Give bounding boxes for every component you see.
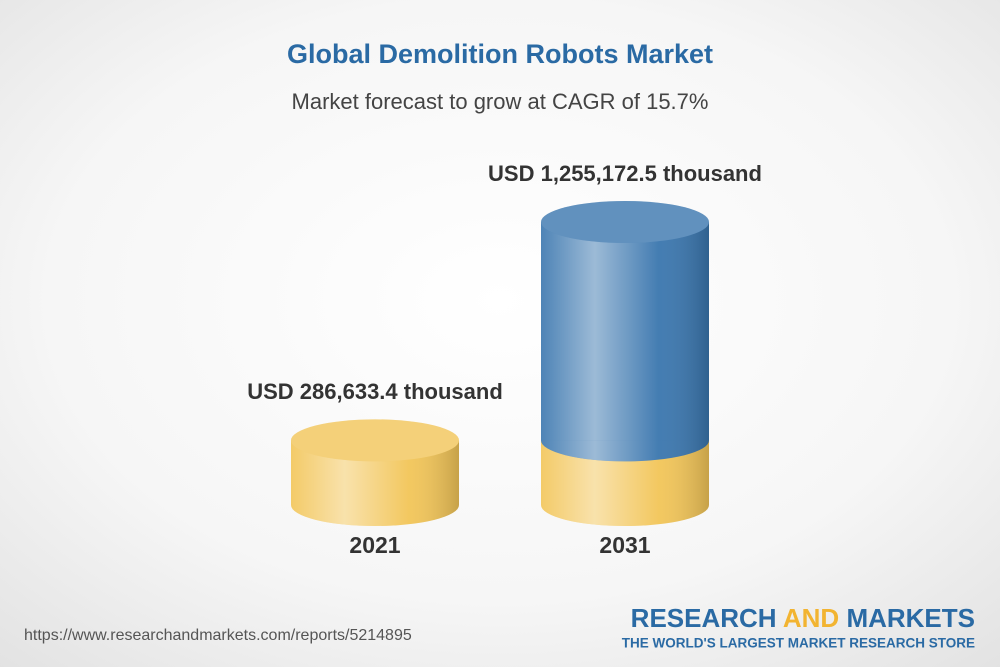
value-label: USD 286,633.4 thousand (247, 379, 503, 404)
category-label: 2031 (599, 532, 650, 558)
source-url[interactable]: https://www.researchandmarkets.com/repor… (24, 627, 412, 644)
brand-word: MARKETS (846, 603, 975, 633)
brand-tagline: THE WORLD'S LARGEST MARKET RESEARCH STOR… (622, 636, 975, 651)
chart-title: Global Demolition Robots Market (287, 39, 713, 69)
segment-top (291, 419, 459, 462)
brand: RESEARCH AND MARKETS (631, 603, 975, 633)
cylinder-segment (541, 201, 709, 462)
segment-top-highlight (541, 201, 709, 243)
brand-word: RESEARCH (631, 603, 777, 633)
cylinder-segment (291, 419, 459, 526)
segment-body-shade (541, 222, 709, 441)
segment-top-highlight (291, 419, 459, 462)
brand-word: AND (783, 603, 839, 633)
chart-subtitle: Market forecast to grow at CAGR of 15.7% (292, 89, 709, 114)
segment-top (541, 201, 709, 243)
category-label: 2021 (349, 532, 400, 558)
value-label: USD 1,255,172.5 thousand (488, 161, 762, 186)
